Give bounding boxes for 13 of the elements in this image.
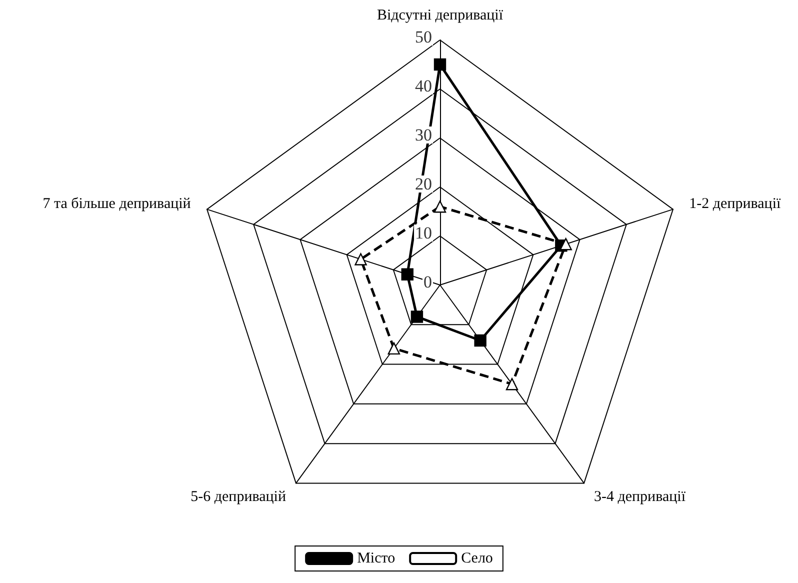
spoke-label: Відсутні депривації xyxy=(376,8,504,24)
legend-label: Село xyxy=(461,550,493,566)
spoke-label: 5-6 депривацій xyxy=(190,488,286,505)
y-tick-label: 20 xyxy=(415,174,432,194)
y-tick-label: 30 xyxy=(415,126,432,144)
y-tick-label: 0 xyxy=(424,272,432,292)
spoke-label: 3-4 депривації xyxy=(594,488,686,505)
y-tick-label: 50 xyxy=(415,28,432,46)
y-tick-label: 40 xyxy=(415,76,432,96)
y-tick-label: 10 xyxy=(415,224,432,242)
legend-label: Місто xyxy=(357,550,396,566)
spoke-label: 7 та більше депривацій xyxy=(42,196,191,212)
spoke-label: 1-2 депривації xyxy=(689,196,782,212)
